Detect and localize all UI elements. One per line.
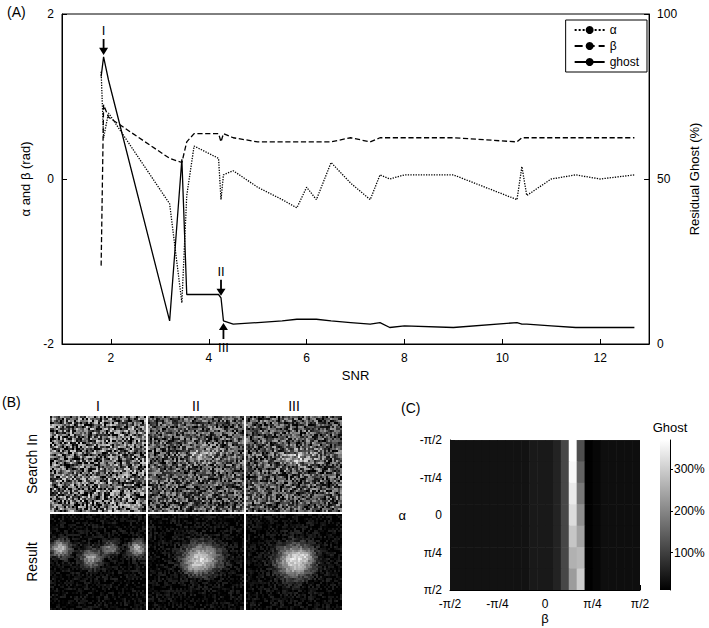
svg-text:12: 12	[593, 351, 607, 365]
svg-text:8: 8	[401, 351, 408, 365]
svg-text:0: 0	[47, 172, 54, 186]
svg-text:50: 50	[657, 172, 671, 186]
svg-text:(A): (A)	[7, 4, 26, 20]
svg-text:α and β (rad): α and β (rad)	[18, 142, 33, 217]
svg-text:ghost: ghost	[610, 55, 640, 69]
html-text:(B): (B)	[2, 394, 21, 410]
svg-text:α: α	[610, 23, 617, 37]
svg-text:2: 2	[47, 7, 54, 21]
svg-text:π/4: π/4	[583, 597, 602, 611]
html-text:Result: Result	[24, 542, 40, 582]
svg-text:-π/2: -π/2	[439, 597, 462, 611]
svg-text:β: β	[541, 611, 548, 626]
svg-text:100%: 100%	[674, 546, 705, 560]
svg-text:2: 2	[108, 351, 115, 365]
svg-text:300%: 300%	[674, 462, 705, 476]
svg-text:-2: -2	[43, 337, 54, 351]
svg-text:10: 10	[496, 351, 510, 365]
svg-text:0: 0	[435, 508, 442, 522]
svg-text:SNR: SNR	[342, 368, 369, 383]
svg-text:I: I	[102, 23, 106, 38]
html-text:Search In: Search In	[24, 434, 40, 494]
svg-text:π/2: π/2	[424, 583, 443, 597]
svg-text:4: 4	[205, 351, 212, 365]
svg-text:α: α	[398, 508, 406, 523]
svg-text:π/2: π/2	[631, 597, 650, 611]
svg-text:(C): (C)	[401, 400, 420, 416]
svg-text:II: II	[217, 264, 224, 279]
svg-text:200%: 200%	[674, 504, 705, 518]
svg-text:0: 0	[657, 337, 664, 351]
html-text:II: II	[192, 398, 200, 414]
svg-text:Ghost: Ghost	[653, 420, 688, 435]
svg-text:-π/4: -π/4	[486, 597, 509, 611]
svg-text:0: 0	[542, 597, 549, 611]
html-text:I: I	[96, 398, 100, 414]
svg-text:6: 6	[303, 351, 310, 365]
svg-text:III: III	[218, 340, 229, 355]
svg-text:π/4: π/4	[424, 546, 443, 560]
svg-text:100: 100	[657, 7, 677, 21]
html-text:III: III	[288, 398, 300, 414]
svg-text:-π/4: -π/4	[420, 471, 443, 485]
svg-text:-π/2: -π/2	[420, 433, 443, 447]
svg-text:β: β	[610, 39, 617, 53]
svg-text:Residual Ghost (%): Residual Ghost (%)	[687, 123, 702, 236]
